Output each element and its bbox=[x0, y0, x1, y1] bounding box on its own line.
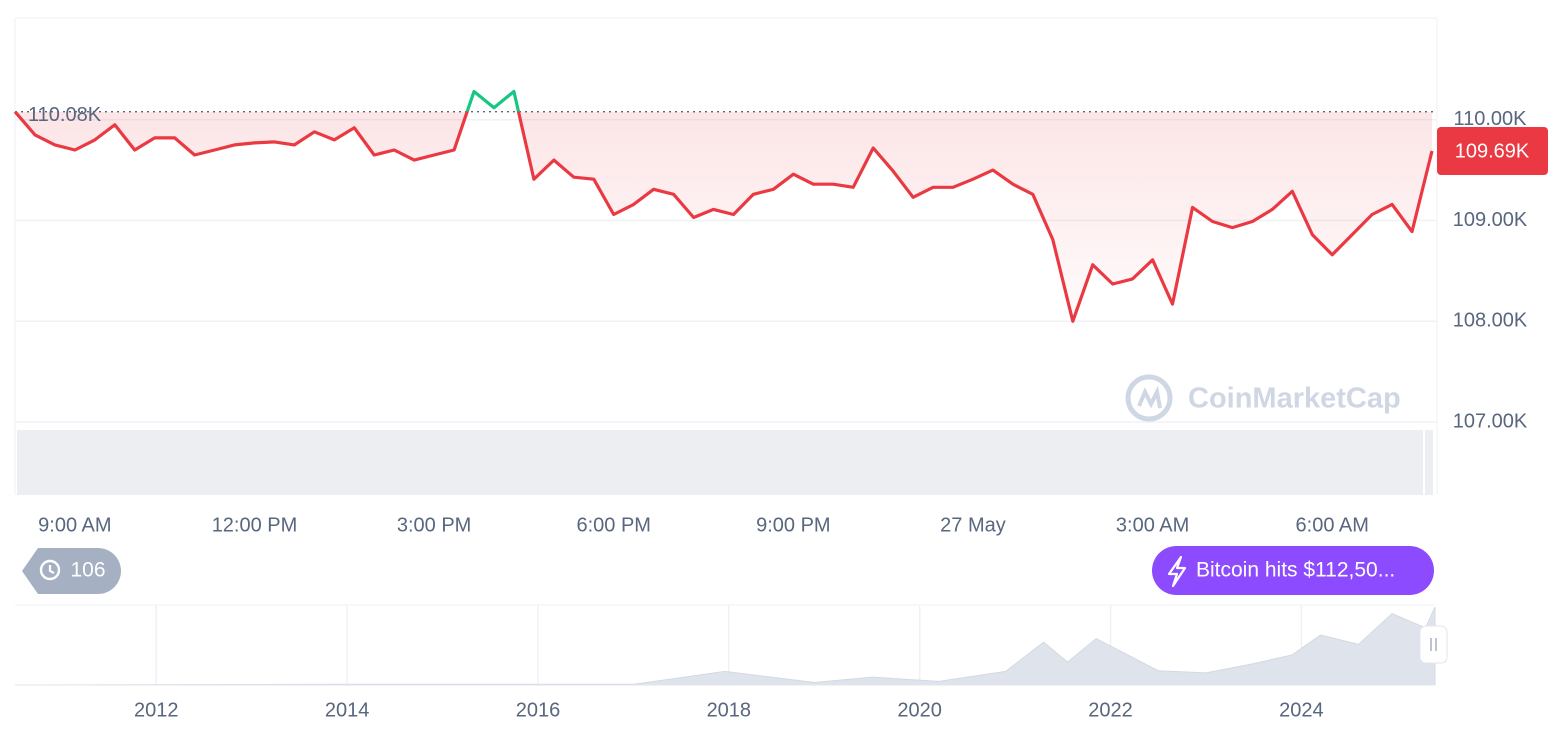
history-badge-bg[interactable] bbox=[22, 548, 122, 594]
y-tick-label: 109.00K bbox=[1453, 209, 1528, 231]
x-tick-label: 6:00 AM bbox=[1296, 514, 1369, 536]
price-line bbox=[13, 89, 1434, 323]
history-icon bbox=[48, 565, 55, 574]
x-tick-label: 6:00 PM bbox=[576, 514, 650, 536]
history-icon bbox=[39, 559, 61, 581]
watermark-logo bbox=[1125, 374, 1173, 422]
news-icon bbox=[1167, 555, 1187, 588]
x-tick-label: 9:00 PM bbox=[756, 514, 830, 536]
volume-bars bbox=[1425, 430, 1433, 495]
navigator-x-label: 2016 bbox=[516, 699, 561, 721]
history-count: 106 bbox=[70, 559, 105, 582]
navigator-x-label: 2018 bbox=[707, 699, 752, 721]
x-tick-label: 12:00 PM bbox=[212, 514, 298, 536]
price-area bbox=[15, 111, 1432, 322]
news-text: Bitcoin hits $112,50... bbox=[1196, 559, 1395, 582]
navigator-x-label: 2024 bbox=[1279, 699, 1324, 721]
navigator-x-label: 2022 bbox=[1088, 699, 1133, 721]
volume-bars bbox=[17, 430, 1423, 495]
navigator-x-label: 2012 bbox=[134, 699, 179, 721]
watermark: CoinMarketCap bbox=[1125, 374, 1401, 422]
navigator-x-label: 2014 bbox=[325, 699, 370, 721]
x-tick-label: 27 May bbox=[940, 514, 1006, 536]
navigator-x-label: 2020 bbox=[897, 699, 942, 721]
history-badge[interactable]: 106 bbox=[22, 548, 122, 594]
y-tick-label: 110.00K bbox=[1453, 108, 1527, 130]
x-tick-label: 3:00 AM bbox=[1116, 514, 1189, 536]
news-badge[interactable]: Bitcoin hits $112,50... bbox=[1152, 546, 1434, 595]
y-tick-label: 107.00K bbox=[1453, 410, 1528, 432]
navigator-handle[interactable] bbox=[1419, 625, 1448, 664]
current-price-label: 109.69K bbox=[1455, 140, 1530, 162]
y-tick-label: 108.00K bbox=[1453, 310, 1528, 332]
reference-label: 110.08K bbox=[28, 104, 102, 126]
watermark-text: CoinMarketCap bbox=[1188, 383, 1401, 415]
watermark-logo bbox=[1137, 385, 1162, 409]
x-tick-label: 3:00 PM bbox=[397, 514, 471, 536]
navigator-area bbox=[14, 606, 1436, 686]
x-tick-label: 9:00 AM bbox=[38, 514, 111, 536]
current-price-box bbox=[1437, 126, 1548, 175]
news-badge-bg[interactable] bbox=[1152, 546, 1434, 595]
